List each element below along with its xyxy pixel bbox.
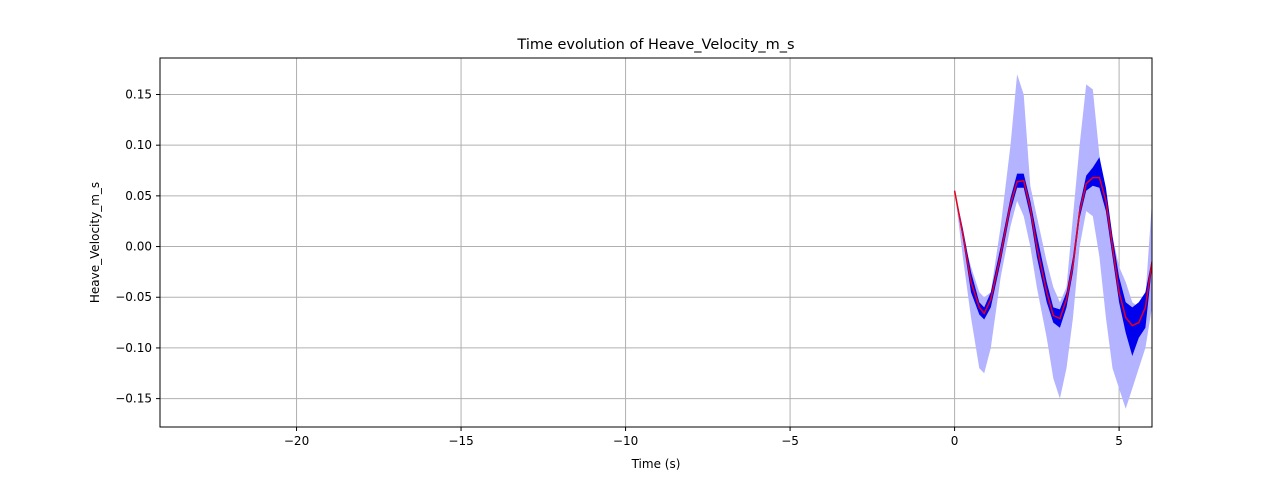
y-tick-label: −0.15 (115, 392, 152, 406)
tick-layer: −20 −15 −10 −5 0 5 0.15 0.10 0.05 0.00 −0.05 −0.10 −… (115, 87, 1123, 448)
x-tick-label: −10 (613, 434, 638, 448)
y-tick-label: 0.05 (125, 189, 152, 203)
data-layer (953, 74, 1152, 409)
y-tick-label: 0.00 (125, 240, 152, 254)
chart-title: Time evolution of Heave_Velocity_m_s (516, 37, 794, 53)
x-axis-label: Time (s) (631, 457, 681, 471)
x-tick-label: 0 (951, 434, 959, 448)
grid-layer (160, 58, 1152, 427)
y-tick-label: 0.10 (125, 138, 152, 152)
y-axis-label: Heave_Velocity_m_s (88, 182, 102, 303)
y-tick-label: 0.15 (125, 87, 152, 101)
plot-frame (159, 57, 1153, 428)
median-series-line (953, 176, 1152, 327)
x-tick-label: 5 (1115, 434, 1123, 448)
y-tick-label: −0.10 (115, 341, 152, 355)
x-tick-label: −15 (448, 434, 473, 448)
x-tick-label: −5 (781, 434, 799, 448)
x-tick-label: −20 (284, 434, 309, 448)
y-tick-label: −0.05 (115, 290, 152, 304)
